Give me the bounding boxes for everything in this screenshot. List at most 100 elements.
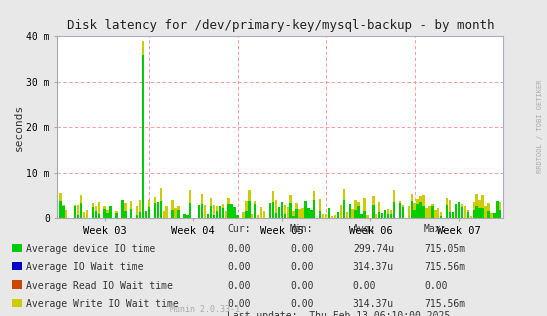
Bar (251, 214, 253, 218)
Bar (475, 206, 478, 218)
Bar (408, 206, 410, 218)
Bar (103, 206, 106, 209)
Bar (310, 210, 312, 218)
Bar (325, 214, 327, 218)
Bar (467, 210, 469, 211)
Bar (422, 195, 424, 206)
Bar (103, 209, 106, 218)
Text: 0.00: 0.00 (424, 281, 447, 291)
Bar (263, 211, 265, 218)
Bar (487, 204, 490, 211)
Bar (437, 208, 439, 218)
Y-axis label: seconds: seconds (14, 104, 24, 151)
Bar (313, 200, 316, 218)
Bar (92, 207, 94, 218)
Bar (479, 200, 481, 208)
Bar (354, 210, 357, 218)
Bar (166, 206, 168, 218)
Bar (160, 188, 162, 201)
Bar (378, 202, 380, 212)
Bar (360, 214, 363, 218)
Bar (228, 198, 230, 204)
Bar (431, 206, 434, 218)
Bar (283, 214, 286, 218)
Bar (319, 211, 322, 218)
Bar (390, 210, 392, 214)
Bar (245, 211, 248, 218)
Bar (342, 189, 345, 200)
Bar (414, 203, 416, 210)
Bar (224, 211, 227, 218)
Text: 0.00: 0.00 (227, 299, 251, 309)
Bar (189, 204, 191, 218)
Text: 299.74u: 299.74u (353, 244, 394, 254)
Bar (275, 200, 277, 213)
Bar (393, 202, 395, 218)
Bar (74, 205, 77, 206)
Bar (372, 205, 375, 218)
Text: 0.00: 0.00 (227, 262, 251, 272)
Bar (80, 195, 82, 203)
Bar (207, 214, 209, 218)
Text: 0.00: 0.00 (290, 281, 313, 291)
Bar (363, 198, 365, 211)
Bar (234, 208, 236, 218)
Bar (331, 216, 333, 218)
Bar (340, 205, 342, 218)
Bar (401, 204, 404, 207)
Bar (130, 201, 132, 209)
Bar (464, 206, 466, 218)
Bar (499, 210, 502, 218)
Bar (337, 212, 339, 218)
Bar (92, 204, 94, 207)
Bar (254, 204, 257, 218)
Bar (77, 205, 79, 216)
Bar (473, 203, 475, 210)
Bar (334, 215, 336, 218)
Bar (322, 214, 324, 218)
Text: Max:: Max: (424, 224, 447, 234)
Bar (177, 210, 179, 218)
Bar (245, 202, 248, 211)
Bar (301, 208, 304, 218)
Bar (281, 202, 283, 218)
Bar (148, 200, 150, 207)
Bar (65, 210, 67, 218)
Bar (289, 203, 292, 218)
Bar (484, 206, 487, 218)
Bar (86, 210, 88, 218)
Bar (272, 202, 274, 218)
Text: Munin 2.0.33-1: Munin 2.0.33-1 (170, 305, 240, 314)
Text: 715.56m: 715.56m (424, 262, 465, 272)
Bar (411, 194, 413, 202)
Bar (304, 201, 307, 218)
Bar (174, 208, 177, 218)
Bar (59, 193, 62, 201)
Bar (479, 208, 481, 218)
Text: 314.37u: 314.37u (353, 262, 394, 272)
Text: RRDTOOL / TOBI OETIKER: RRDTOOL / TOBI OETIKER (537, 80, 543, 173)
Bar (387, 214, 389, 218)
Bar (440, 212, 443, 216)
Bar (210, 198, 212, 206)
Bar (213, 215, 215, 218)
Bar (59, 201, 62, 218)
Bar (313, 191, 316, 200)
Bar (260, 207, 263, 218)
Bar (452, 212, 454, 218)
Bar (142, 54, 144, 218)
Bar (431, 204, 434, 206)
Bar (348, 204, 351, 218)
Text: Average Write IO Wait time: Average Write IO Wait time (26, 299, 179, 309)
Bar (136, 215, 138, 218)
Bar (80, 203, 82, 218)
Bar (95, 211, 97, 218)
Bar (97, 202, 100, 214)
Bar (399, 203, 401, 218)
Bar (399, 201, 401, 203)
Bar (177, 206, 179, 210)
Bar (473, 210, 475, 218)
Bar (357, 206, 360, 218)
Text: Average Read IO Wait time: Average Read IO Wait time (26, 281, 173, 291)
Bar (148, 207, 150, 218)
